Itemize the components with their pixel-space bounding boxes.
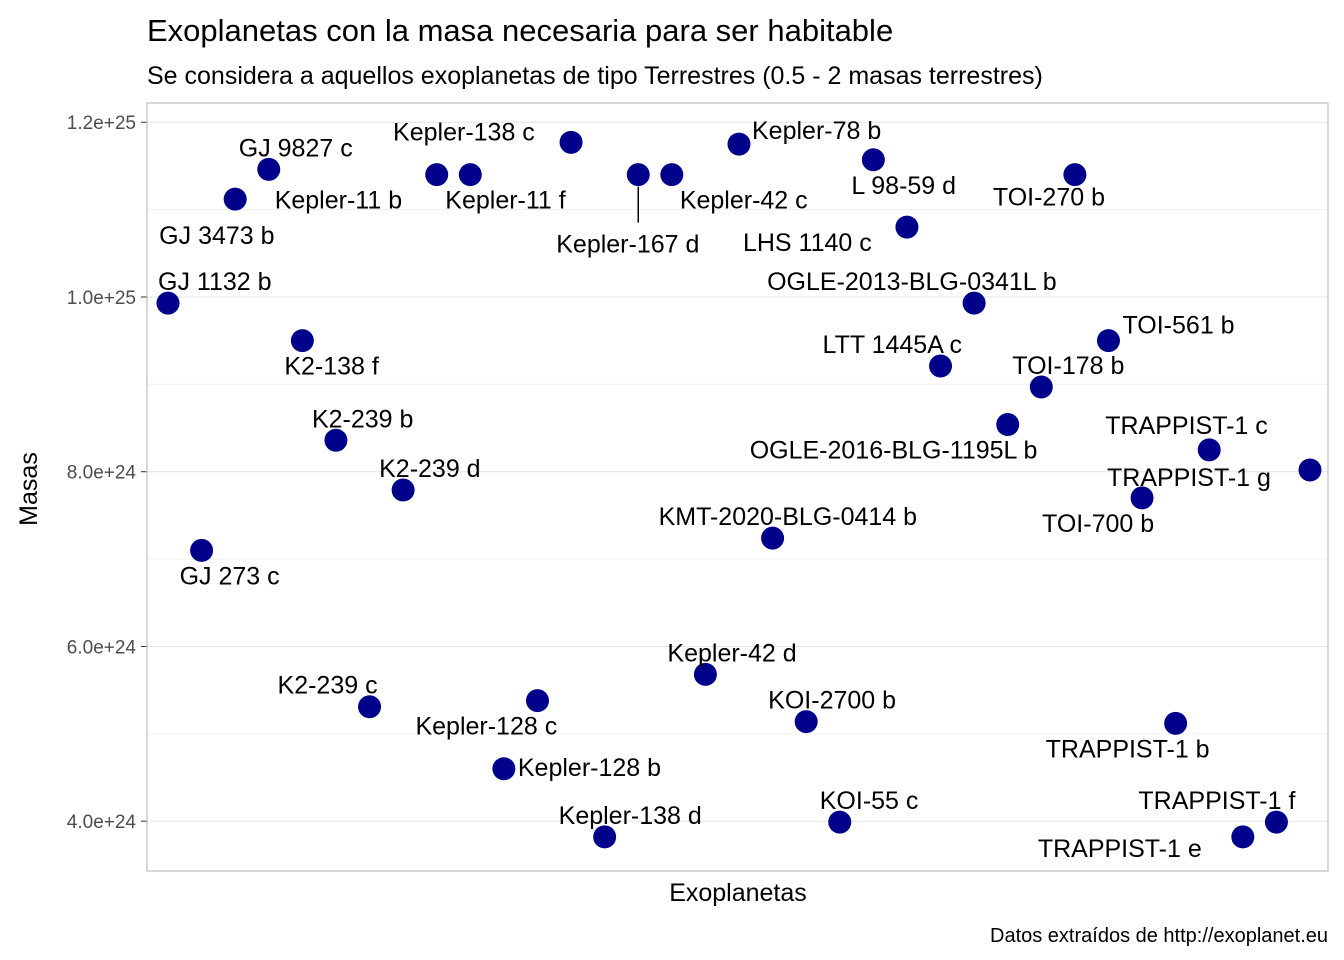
data-point	[996, 413, 1020, 437]
chart-title: Exoplanetas con la masa necesaria para s…	[147, 13, 893, 48]
data-point	[559, 130, 583, 154]
data-point	[593, 825, 617, 849]
data-point	[828, 810, 852, 834]
data-point	[290, 329, 314, 353]
point-label: Kepler-138 c	[393, 118, 535, 146]
point-label: TOI-270 b	[993, 184, 1105, 212]
data-point	[156, 291, 180, 315]
data-point	[223, 187, 247, 211]
panel-border	[146, 102, 1329, 872]
point-label: LTT 1445A c	[823, 331, 962, 359]
point-label: K2-138 f	[284, 353, 379, 381]
data-point	[794, 710, 818, 734]
point-label: TRAPPIST-1 e	[1038, 835, 1202, 863]
y-axis-label: Masas	[15, 452, 43, 526]
data-point	[458, 163, 482, 187]
point-label: OGLE-2016-BLG-1195L b	[750, 437, 1038, 465]
data-point	[962, 291, 986, 315]
point-label: Kepler-42 c	[680, 187, 808, 215]
y-tick-label: 8.0e+24	[67, 463, 137, 484]
point-label: OGLE-2013-BLG-0341L b	[767, 268, 1057, 296]
point-label: GJ 3473 b	[159, 222, 274, 250]
data-point	[660, 163, 684, 187]
point-label: K2-239 c	[278, 672, 378, 700]
point-label: KOI-55 c	[820, 787, 919, 815]
y-tick-label: 1.0e+25	[67, 288, 136, 309]
point-label: KOI-2700 b	[768, 687, 896, 715]
point-label: L 98-59 d	[851, 172, 956, 200]
data-point	[861, 148, 885, 172]
data-point	[895, 215, 919, 239]
point-label: GJ 9827 c	[239, 134, 353, 162]
data-point	[1063, 163, 1087, 187]
data-point	[727, 132, 751, 156]
data-point	[525, 689, 549, 713]
data-point	[1130, 486, 1154, 510]
point-label: LHS 1140 c	[743, 229, 872, 257]
point-label: Kepler-11 b	[275, 187, 402, 215]
data-point	[190, 538, 214, 562]
data-point	[1197, 438, 1221, 462]
point-label: TOI-178 b	[1012, 352, 1124, 380]
y-tick-label: 4.0e+24	[67, 812, 137, 833]
point-label: GJ 273 c	[180, 562, 280, 590]
data-point	[391, 478, 415, 502]
point-label: K2-239 d	[379, 455, 480, 483]
data-point	[929, 354, 953, 378]
plot-area: 4.0e+24 6.0e+24 8.0e+24 1.0e+25 1.2e+25 GJ 11…	[67, 102, 1329, 872]
data-point	[1298, 458, 1322, 482]
data-point	[1029, 375, 1053, 399]
data-point	[324, 428, 348, 452]
point-label: Kepler-11 f	[445, 187, 565, 215]
point-label: Kepler-138 d	[559, 802, 702, 830]
point-label: TOI-561 b	[1122, 312, 1234, 340]
y-tick-label: 1.2e+25	[67, 113, 136, 134]
data-point	[626, 163, 650, 187]
data-point	[425, 163, 449, 187]
point-label: Kepler-167 d	[556, 231, 699, 259]
point-label: TRAPPIST-1 g	[1107, 464, 1271, 492]
point-label: TRAPPIST-1 f	[1138, 787, 1295, 815]
data-point	[1164, 711, 1188, 735]
chart-subtitle: Se considera a aquellos exoplanetas de t…	[147, 62, 1043, 90]
point-label: KMT-2020-BLG-0414 b	[659, 503, 917, 531]
data-point	[492, 757, 516, 781]
chart-caption: Datos extraídos de http://exoplanet.eu	[990, 925, 1328, 947]
point-label: TOI-700 b	[1042, 510, 1154, 538]
data-point	[1264, 810, 1288, 834]
point-label: Kepler-42 d	[667, 639, 796, 667]
point-label: K2-239 b	[312, 405, 413, 433]
data-point	[1231, 825, 1255, 849]
x-axis-label: Exoplanetas	[669, 879, 807, 907]
data-point	[257, 157, 281, 181]
point-label: TRAPPIST-1 b	[1046, 735, 1210, 763]
point-label: GJ 1132 b	[158, 268, 272, 296]
data-point	[693, 662, 717, 686]
point-label: Kepler-128 c	[415, 713, 557, 741]
point-label: Kepler-128 b	[518, 754, 661, 782]
point-label: Kepler-78 b	[752, 117, 881, 145]
data-point	[1096, 329, 1120, 353]
point-label: TRAPPIST-1 c	[1105, 412, 1268, 440]
data-point	[761, 526, 785, 550]
data-point	[358, 695, 382, 719]
y-tick-label: 6.0e+24	[67, 637, 137, 658]
